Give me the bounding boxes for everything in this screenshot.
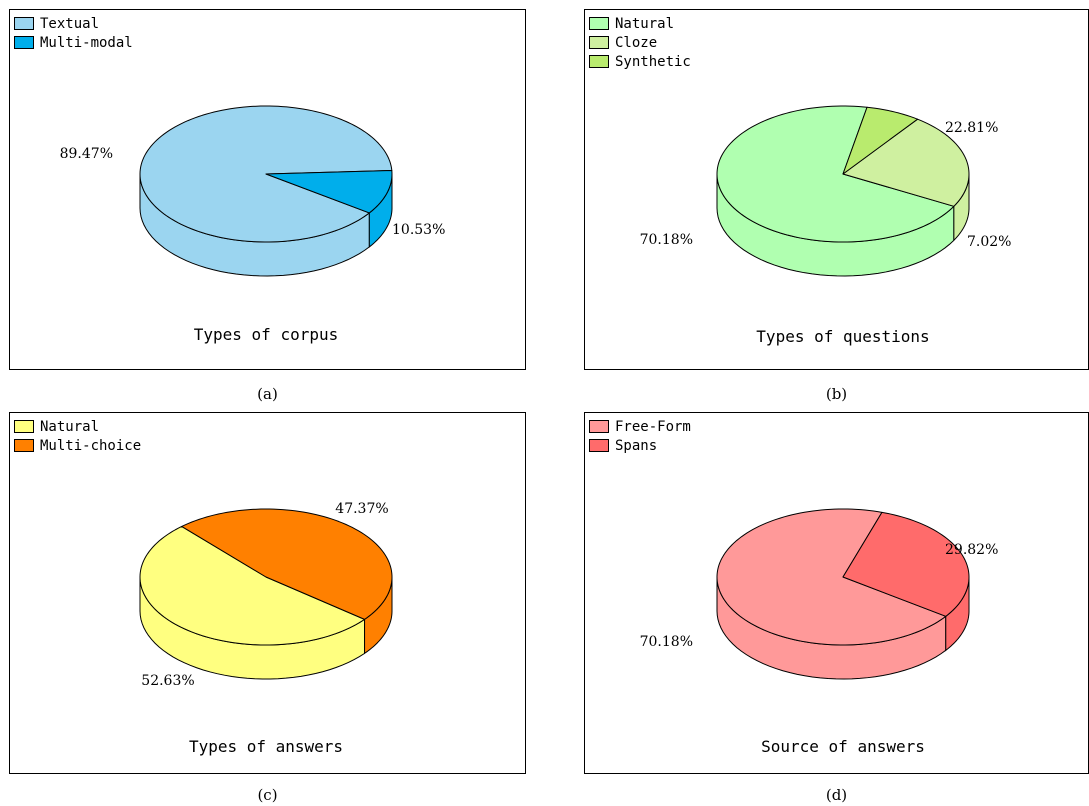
legend-item-cloze: Cloze <box>589 33 691 52</box>
legend-item-multi-choice: Multi-choice <box>14 436 141 455</box>
data-label-multi-choice: 47.37% <box>335 501 388 517</box>
legend-label: Textual <box>40 15 100 32</box>
chart-panel-d: 70.18% 29.82% Source of answers Free-Form S… <box>584 412 1089 774</box>
chart-panel-a: 89.47% 10.53% Types of corpus Textual Multi… <box>9 9 526 370</box>
legend-label: Natural <box>40 418 100 435</box>
chart-title: Types of questions <box>756 327 929 346</box>
data-label-free-form: 70.18% <box>640 634 693 650</box>
caption-a: (a) <box>257 385 278 403</box>
legend-swatch <box>14 420 34 433</box>
chart-title: Source of answers <box>761 737 925 756</box>
legend-label: Free-Form <box>615 418 691 435</box>
chart-title: Types of corpus <box>194 325 339 344</box>
legend-label: Spans <box>615 437 658 454</box>
legend-item-multi-modal: Multi-modal <box>14 33 133 52</box>
pie-slice-spans <box>842 511 970 617</box>
legend-swatch <box>589 17 609 30</box>
legend-swatch <box>589 55 609 68</box>
pie-slice-natural <box>716 105 955 243</box>
chart-panel-b: 70.18% 22.81% 7.02% Types of questions Natu… <box>584 9 1089 370</box>
pie-chart-d: 70.18% 29.82% Source of answers <box>640 508 998 756</box>
legend-swatch <box>589 439 609 452</box>
data-label-natural: 70.18% <box>640 232 693 248</box>
pie-chart-c: 52.63% 47.37% Types of answers <box>139 501 393 756</box>
legend-c: Natural Multi-choice <box>14 417 141 455</box>
data-label-multi-modal: 10.53% <box>392 222 445 238</box>
caption-d: (d) <box>825 786 848 804</box>
legend-label: Multi-choice <box>40 437 142 454</box>
pie-slice-cloze <box>842 118 970 207</box>
legend-swatch <box>14 36 34 49</box>
pie-slice-multi-choice <box>181 508 393 620</box>
pie-slice-natural <box>139 525 366 646</box>
legend-item-free-form: Free-Form <box>589 417 691 436</box>
data-label-cloze: 22.81% <box>945 120 998 136</box>
legend-swatch <box>589 420 609 433</box>
legend-item-spans: Spans <box>589 436 691 455</box>
legend-item-natural: Natural <box>589 14 691 33</box>
legend-b: Natural Cloze Synthetic <box>589 14 691 71</box>
caption-b: (b) <box>825 385 848 403</box>
legend-label: Multi-modal <box>40 34 133 51</box>
data-label-natural: 52.63% <box>141 673 194 689</box>
legend-label: Cloze <box>615 34 658 51</box>
legend-item-natural: Natural <box>14 417 141 436</box>
chart-panel-c: 52.63% 47.37% Types of answers Natural Mult… <box>9 412 526 774</box>
data-label-synthetic: 7.02% <box>967 234 1011 250</box>
pie-slice-free-form <box>716 508 947 646</box>
data-label-textual: 89.47% <box>60 146 113 162</box>
legend-a: Textual Multi-modal <box>14 14 133 52</box>
legend-swatch <box>14 439 34 452</box>
legend-d: Free-Form Spans <box>589 417 691 455</box>
legend-item-synthetic: Synthetic <box>589 52 691 71</box>
pie-slice-multi-modal <box>265 169 393 214</box>
pie-slice-synthetic <box>842 106 919 175</box>
legend-swatch <box>14 17 34 30</box>
legend-label: Natural <box>615 15 675 32</box>
legend-swatch <box>589 36 609 49</box>
data-label-spans: 29.82% <box>945 542 998 558</box>
caption-c: (c) <box>257 786 278 804</box>
pie-chart-a: 89.47% 10.53% Types of corpus <box>60 105 445 344</box>
legend-label: Synthetic <box>615 53 691 70</box>
legend-item-textual: Textual <box>14 14 133 33</box>
pie-chart-b: 70.18% 22.81% 7.02% Types of questions <box>640 105 1011 346</box>
chart-title: Types of answers <box>189 737 343 756</box>
